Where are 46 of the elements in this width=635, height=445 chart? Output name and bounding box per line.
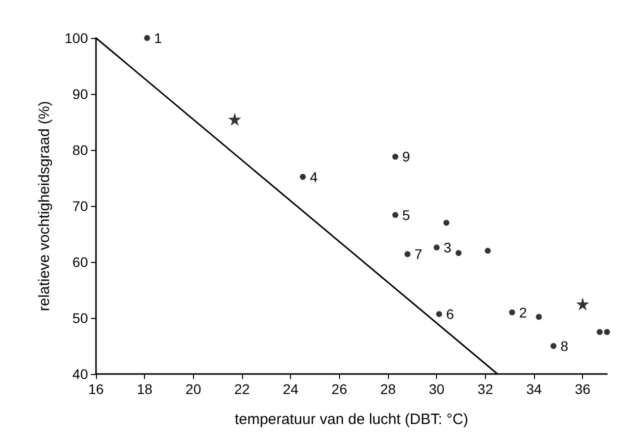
y-tick-label: 60: [72, 254, 88, 270]
annotation: 7: [414, 246, 422, 262]
x-tick-label: 22: [234, 381, 250, 397]
annotation: 8: [560, 338, 568, 354]
annotation: 1: [154, 30, 162, 46]
annotation: 6: [446, 306, 454, 322]
x-tick-label: 34: [526, 381, 542, 397]
y-tick-label: 40: [72, 366, 88, 382]
annotation: 2: [519, 304, 528, 320]
point: [300, 174, 306, 180]
point: [604, 329, 610, 335]
x-tick-label: 26: [332, 381, 348, 397]
x-tick-label: 30: [428, 381, 445, 397]
point: [228, 112, 242, 126]
point: [536, 314, 542, 320]
point: [392, 212, 398, 218]
y-axis-title: relatieve vochtigheidsgraad (%): [36, 100, 53, 312]
annotation: 3: [444, 239, 452, 256]
point: [392, 154, 398, 160]
annotation: 5: [402, 206, 410, 223]
point: [436, 311, 442, 318]
point: [443, 220, 450, 226]
x-tick-label: 20: [186, 381, 202, 397]
y-tick-label: 50: [72, 310, 88, 326]
annotation: 4: [310, 168, 318, 185]
point: [509, 309, 516, 316]
x-tick-label: 24: [282, 381, 299, 397]
x-tick-label: 36: [574, 381, 591, 397]
x-tick-label: 18: [136, 381, 153, 397]
annotation: 9: [402, 148, 410, 165]
x-tick-label: 28: [380, 381, 396, 397]
point: [404, 251, 410, 258]
point: [456, 250, 462, 256]
point: [576, 298, 590, 310]
y-tick-label: 90: [72, 86, 88, 102]
point: [434, 244, 440, 250]
x-tick-label: 32: [478, 381, 494, 397]
x-axis-title: temperatuur van de lucht (DBT: °C): [234, 411, 468, 428]
point: [144, 35, 150, 41]
y-tick-label: 80: [72, 142, 88, 158]
y-tick-label: 100: [64, 30, 88, 46]
x-tick-label: 16: [88, 381, 104, 397]
y-tick-label: 70: [72, 198, 88, 214]
point: [596, 329, 603, 335]
point: [484, 248, 491, 254]
point: [550, 343, 556, 349]
